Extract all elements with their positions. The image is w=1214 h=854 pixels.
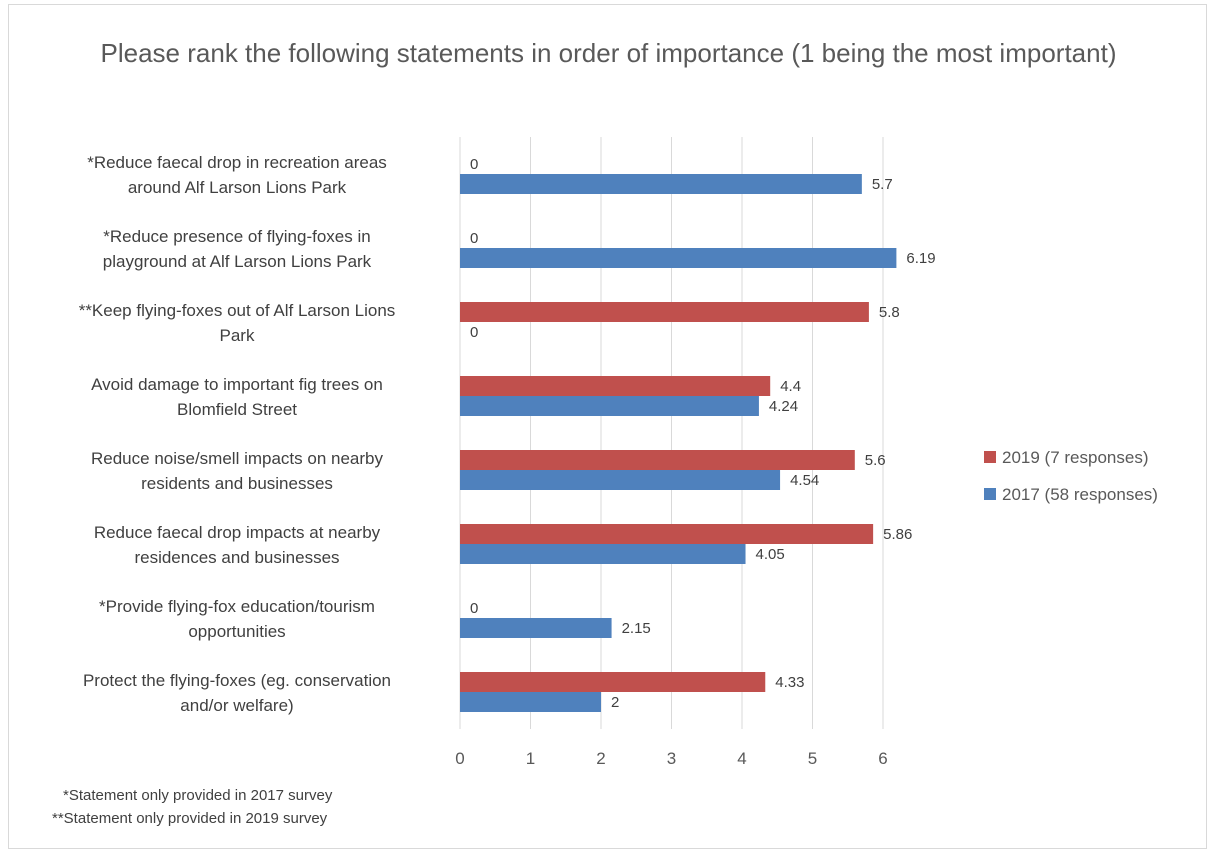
data-label: 5.6 (865, 452, 886, 469)
data-label: 5.86 (883, 526, 912, 543)
bar-chart: 0 1 2 3 4 5 6 *Reduce faecal drop in recreation… (79, 137, 1158, 768)
x-tick-label: 3 (667, 749, 676, 768)
bar-2019 (460, 524, 874, 544)
data-label: 0 (470, 156, 478, 173)
bar-2017 (460, 544, 746, 564)
data-label: 2 (611, 694, 619, 711)
bar-2019 (460, 302, 869, 322)
bar-2017 (460, 618, 612, 638)
x-tick-label: 2 (596, 749, 605, 768)
data-label: 2.15 (622, 620, 651, 637)
bar-2019 (460, 450, 855, 470)
category-label: residences and businesses (134, 548, 339, 567)
data-label: 0 (470, 600, 478, 617)
data-label: 6.19 (906, 250, 935, 267)
category-label: **Keep flying-foxes out of Alf Larson Li… (79, 301, 396, 320)
category-label: Reduce faecal drop impacts at nearby (94, 523, 381, 542)
category-label: Protect the flying-foxes (eg. conservati… (83, 671, 391, 690)
data-label: 5.8 (879, 304, 900, 321)
category-label: Reduce noise/smell impacts on nearby (91, 449, 383, 468)
data-label: 5.7 (872, 176, 893, 193)
footnote-2019: **Statement only provided in 2019 survey (52, 810, 328, 827)
legend-label: 2017 (58 responses) (1002, 485, 1158, 504)
footnote-2017: *Statement only provided in 2017 survey (63, 787, 333, 804)
bar-2017 (460, 248, 897, 268)
x-tick-label: 6 (878, 749, 887, 768)
x-tick-label: 0 (455, 749, 464, 768)
bar-2017 (460, 174, 862, 194)
category-label: around Alf Larson Lions Park (128, 178, 347, 197)
data-label: 4.33 (775, 674, 804, 691)
legend-label: 2019 (7 responses) (1002, 448, 1148, 467)
bar-2017 (460, 692, 601, 712)
bar-2019 (460, 672, 766, 692)
legend-swatch (984, 488, 996, 500)
bar-2019 (460, 376, 771, 396)
bar-2017 (460, 470, 781, 490)
x-tick-label: 4 (737, 749, 746, 768)
legend-swatch (984, 451, 996, 463)
bar-2017 (460, 396, 759, 416)
data-label: 4.24 (769, 398, 798, 415)
category-label: Blomfield Street (177, 400, 297, 419)
data-label: 0 (470, 324, 478, 341)
category-label: playground at Alf Larson Lions Park (103, 252, 372, 271)
category-label: Park (220, 326, 255, 345)
chart-title: Please rank the following statements in … (100, 38, 1117, 68)
category-label: *Provide flying-fox education/tourism (99, 597, 375, 616)
category-label: and/or welfare) (180, 696, 293, 715)
category-label: Avoid damage to important fig trees on (91, 375, 383, 394)
data-label: 4.05 (756, 546, 785, 563)
category-label: *Reduce presence of flying-foxes in (103, 227, 370, 246)
category-label: *Reduce faecal drop in recreation areas (87, 153, 387, 172)
data-label: 4.54 (790, 472, 819, 489)
data-label: 0 (470, 230, 478, 247)
chart-frame: Please rank the following statements in … (8, 4, 1207, 849)
x-tick-label: 5 (808, 749, 817, 768)
category-label: residents and businesses (141, 474, 333, 493)
category-label: opportunities (188, 622, 285, 641)
data-label: 4.4 (780, 378, 801, 395)
x-tick-label: 1 (526, 749, 535, 768)
